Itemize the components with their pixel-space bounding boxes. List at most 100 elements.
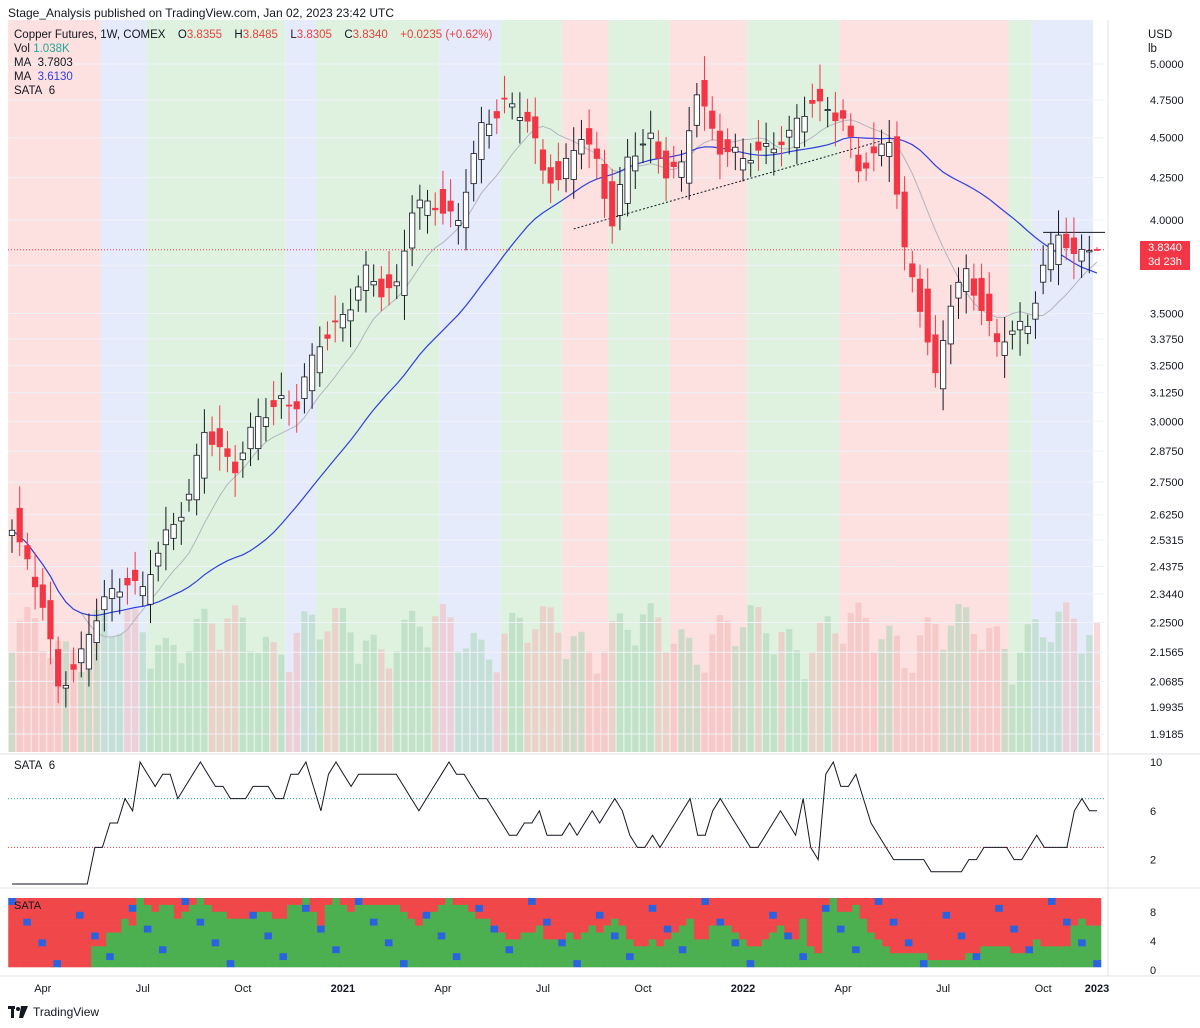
sata-cell bbox=[739, 918, 748, 926]
sata-cell bbox=[1078, 925, 1087, 933]
sata-cell bbox=[309, 925, 318, 933]
sata-cell bbox=[980, 904, 989, 913]
sata-cell bbox=[784, 904, 793, 913]
sata-cell bbox=[889, 918, 898, 926]
sata-cell bbox=[437, 904, 446, 913]
sata-cell bbox=[935, 939, 944, 947]
sata-cell bbox=[294, 911, 303, 919]
sata-cell bbox=[859, 932, 868, 940]
sata-cell bbox=[347, 925, 356, 933]
sata-cell bbox=[384, 911, 394, 919]
sata-cell bbox=[852, 898, 861, 906]
sata-cell bbox=[91, 946, 100, 954]
sata-cell bbox=[904, 939, 913, 947]
sata-cell bbox=[113, 953, 122, 961]
sata-cell bbox=[784, 911, 793, 919]
price-axis[interactable]: 5.00004.75004.50004.25004.00003.75003.50… bbox=[1107, 20, 1184, 976]
sata-cell bbox=[83, 904, 92, 913]
candle-body bbox=[332, 320, 339, 323]
sata-cell bbox=[1063, 904, 1072, 913]
sata-cell bbox=[226, 918, 235, 926]
sata-cell bbox=[234, 918, 243, 926]
sata-cell bbox=[15, 946, 24, 954]
sata-cell bbox=[867, 953, 876, 961]
sata-cell bbox=[68, 898, 77, 906]
sata-cell bbox=[181, 898, 190, 906]
sata-cell bbox=[287, 911, 296, 919]
sata-cell bbox=[520, 911, 529, 919]
sata-cell bbox=[181, 946, 190, 954]
candle-body bbox=[570, 150, 577, 180]
sata-cell bbox=[437, 898, 446, 906]
sata-cell bbox=[1017, 911, 1026, 919]
sata-cell bbox=[151, 932, 160, 940]
volume-bar bbox=[139, 632, 146, 752]
footer[interactable]: TradingView bbox=[8, 1005, 99, 1019]
sata-cell bbox=[919, 960, 928, 968]
chart-legend[interactable]: Copper Futures, 1W, COMEX O3.8355 H3.848… bbox=[14, 28, 492, 98]
sata-cell bbox=[1032, 918, 1041, 926]
sata-cell bbox=[942, 898, 951, 906]
sata-cell bbox=[844, 953, 853, 961]
stage-zone-red bbox=[8, 20, 101, 752]
candle bbox=[162, 506, 169, 571]
ohlc-high-value: 3.8485 bbox=[242, 29, 278, 41]
volume-bar bbox=[816, 622, 824, 752]
sata-cell bbox=[972, 904, 981, 913]
candle-body bbox=[978, 277, 985, 311]
candlesticks[interactable] bbox=[8, 56, 1101, 708]
candle bbox=[239, 441, 246, 478]
candle bbox=[701, 56, 708, 131]
sata-cell bbox=[972, 960, 981, 968]
price-tick-label: 1.9185 bbox=[1150, 729, 1184, 741]
sata-cell bbox=[279, 925, 288, 933]
sata-cell bbox=[987, 898, 996, 906]
sata-cell bbox=[1085, 932, 1094, 940]
sata-cell bbox=[882, 946, 891, 954]
candle-body bbox=[8, 529, 16, 536]
sata-cell bbox=[189, 939, 198, 947]
sata-cell bbox=[889, 953, 898, 961]
sata-cell bbox=[588, 911, 597, 919]
sata-cell bbox=[302, 911, 311, 919]
candle bbox=[485, 109, 493, 149]
time-axis[interactable]: Apr Jul Oct 2021 Apr Jul Oct 2022 Apr Jul Oct 2023 bbox=[0, 975, 1200, 995]
price-tick-label: 2.2500 bbox=[1150, 618, 1184, 630]
sata-tick-label: 2 bbox=[1150, 855, 1156, 867]
sata-cell bbox=[437, 911, 446, 919]
sata-cell bbox=[384, 939, 394, 947]
sata-cell bbox=[1010, 925, 1019, 933]
sata-cell bbox=[505, 932, 514, 940]
volume-bar bbox=[747, 605, 754, 752]
sata-cell bbox=[1017, 932, 1026, 940]
sata-cell bbox=[837, 932, 846, 940]
sata-cell bbox=[942, 918, 951, 926]
sata-cell bbox=[618, 953, 627, 961]
sata-cell bbox=[701, 932, 710, 940]
sata-cell bbox=[754, 946, 763, 954]
sata-cell bbox=[739, 946, 748, 954]
sata-cell bbox=[942, 960, 951, 968]
sata-cell bbox=[535, 904, 544, 913]
candle bbox=[1009, 320, 1016, 350]
sata-cell bbox=[332, 939, 341, 947]
sata-cell bbox=[30, 946, 39, 954]
sata-cell bbox=[754, 939, 763, 947]
sata-cell bbox=[641, 939, 650, 947]
sata-cell bbox=[648, 960, 657, 968]
sata-cell bbox=[1010, 946, 1019, 954]
sata-cell bbox=[829, 925, 838, 933]
sata-cell bbox=[467, 918, 476, 926]
sata-cell bbox=[1010, 918, 1019, 926]
sata-cell bbox=[754, 925, 763, 933]
sata-cell bbox=[430, 904, 439, 913]
volume-bar bbox=[362, 640, 370, 752]
candle bbox=[170, 512, 177, 551]
sata-cell bbox=[686, 911, 695, 919]
sata-cell bbox=[143, 932, 152, 940]
sata-cell bbox=[814, 946, 823, 954]
sata-cell bbox=[927, 932, 936, 940]
tradingview-logo-icon bbox=[8, 1006, 28, 1018]
sata-cell bbox=[1085, 904, 1094, 913]
